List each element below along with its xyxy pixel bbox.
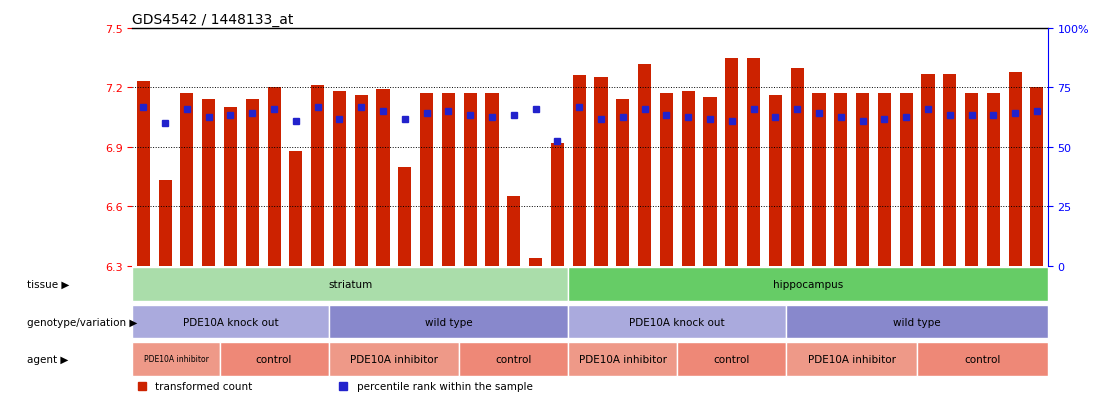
FancyBboxPatch shape bbox=[568, 268, 1048, 301]
Text: GDS4542 / 1448133_at: GDS4542 / 1448133_at bbox=[132, 12, 293, 26]
Bar bbox=[420, 94, 433, 266]
Bar bbox=[987, 94, 1000, 266]
Bar bbox=[660, 94, 673, 266]
Text: hippocampus: hippocampus bbox=[773, 280, 843, 290]
Bar bbox=[246, 100, 259, 266]
Bar bbox=[355, 96, 367, 266]
Text: wild type: wild type bbox=[425, 317, 472, 327]
Text: PDE10A inhibitor: PDE10A inhibitor bbox=[579, 354, 667, 364]
Text: PDE10A inhibitor: PDE10A inhibitor bbox=[350, 354, 438, 364]
Text: control: control bbox=[714, 354, 750, 364]
Bar bbox=[769, 96, 782, 266]
FancyBboxPatch shape bbox=[568, 342, 677, 376]
Bar bbox=[943, 74, 956, 266]
Bar bbox=[878, 94, 891, 266]
Bar bbox=[921, 74, 934, 266]
Text: PDE10A inhibitor: PDE10A inhibitor bbox=[143, 354, 208, 363]
Text: PDE10A inhibitor: PDE10A inhibitor bbox=[807, 354, 896, 364]
Bar bbox=[550, 143, 564, 266]
FancyBboxPatch shape bbox=[786, 305, 1048, 339]
Bar bbox=[507, 197, 521, 266]
Bar bbox=[572, 76, 586, 266]
FancyBboxPatch shape bbox=[568, 305, 786, 339]
FancyBboxPatch shape bbox=[917, 342, 1048, 376]
FancyBboxPatch shape bbox=[132, 342, 219, 376]
Text: transformed count: transformed count bbox=[156, 381, 253, 391]
Text: percentile rank within the sample: percentile rank within the sample bbox=[356, 381, 533, 391]
Bar bbox=[704, 98, 717, 266]
Bar bbox=[726, 59, 738, 266]
Text: PDE10A knock out: PDE10A knock out bbox=[630, 317, 725, 327]
Bar bbox=[442, 94, 454, 266]
Bar bbox=[617, 100, 630, 266]
FancyBboxPatch shape bbox=[132, 305, 329, 339]
FancyBboxPatch shape bbox=[786, 342, 917, 376]
FancyBboxPatch shape bbox=[329, 305, 568, 339]
Bar bbox=[463, 94, 476, 266]
Text: genotype/variation ▶: genotype/variation ▶ bbox=[28, 317, 138, 327]
Text: control: control bbox=[256, 354, 292, 364]
Text: tissue ▶: tissue ▶ bbox=[28, 280, 69, 290]
Bar bbox=[268, 88, 280, 266]
Bar bbox=[180, 94, 193, 266]
Text: PDE10A knock out: PDE10A knock out bbox=[183, 317, 278, 327]
Bar bbox=[900, 94, 912, 266]
FancyBboxPatch shape bbox=[677, 342, 786, 376]
Bar bbox=[333, 92, 346, 266]
Bar bbox=[595, 78, 608, 266]
Bar bbox=[202, 100, 215, 266]
Bar bbox=[224, 108, 237, 266]
FancyBboxPatch shape bbox=[459, 342, 568, 376]
Bar bbox=[398, 167, 411, 266]
Bar bbox=[311, 86, 324, 266]
FancyBboxPatch shape bbox=[329, 342, 459, 376]
Bar bbox=[813, 94, 825, 266]
Bar bbox=[289, 152, 302, 266]
FancyBboxPatch shape bbox=[219, 342, 329, 376]
Text: control: control bbox=[495, 354, 532, 364]
Text: control: control bbox=[964, 354, 1000, 364]
Text: wild type: wild type bbox=[893, 317, 941, 327]
Text: striatum: striatum bbox=[329, 280, 373, 290]
FancyBboxPatch shape bbox=[132, 268, 568, 301]
Bar bbox=[485, 94, 499, 266]
Bar bbox=[834, 94, 847, 266]
Bar bbox=[529, 258, 543, 266]
Bar bbox=[965, 94, 978, 266]
Bar bbox=[682, 92, 695, 266]
Bar bbox=[1008, 72, 1021, 266]
Bar bbox=[747, 59, 760, 266]
Bar bbox=[137, 82, 150, 266]
Bar bbox=[638, 64, 651, 266]
Bar bbox=[791, 69, 804, 266]
Text: agent ▶: agent ▶ bbox=[28, 354, 68, 364]
Bar bbox=[1030, 88, 1043, 266]
Bar bbox=[159, 181, 172, 266]
Bar bbox=[856, 94, 869, 266]
Bar bbox=[376, 90, 389, 266]
